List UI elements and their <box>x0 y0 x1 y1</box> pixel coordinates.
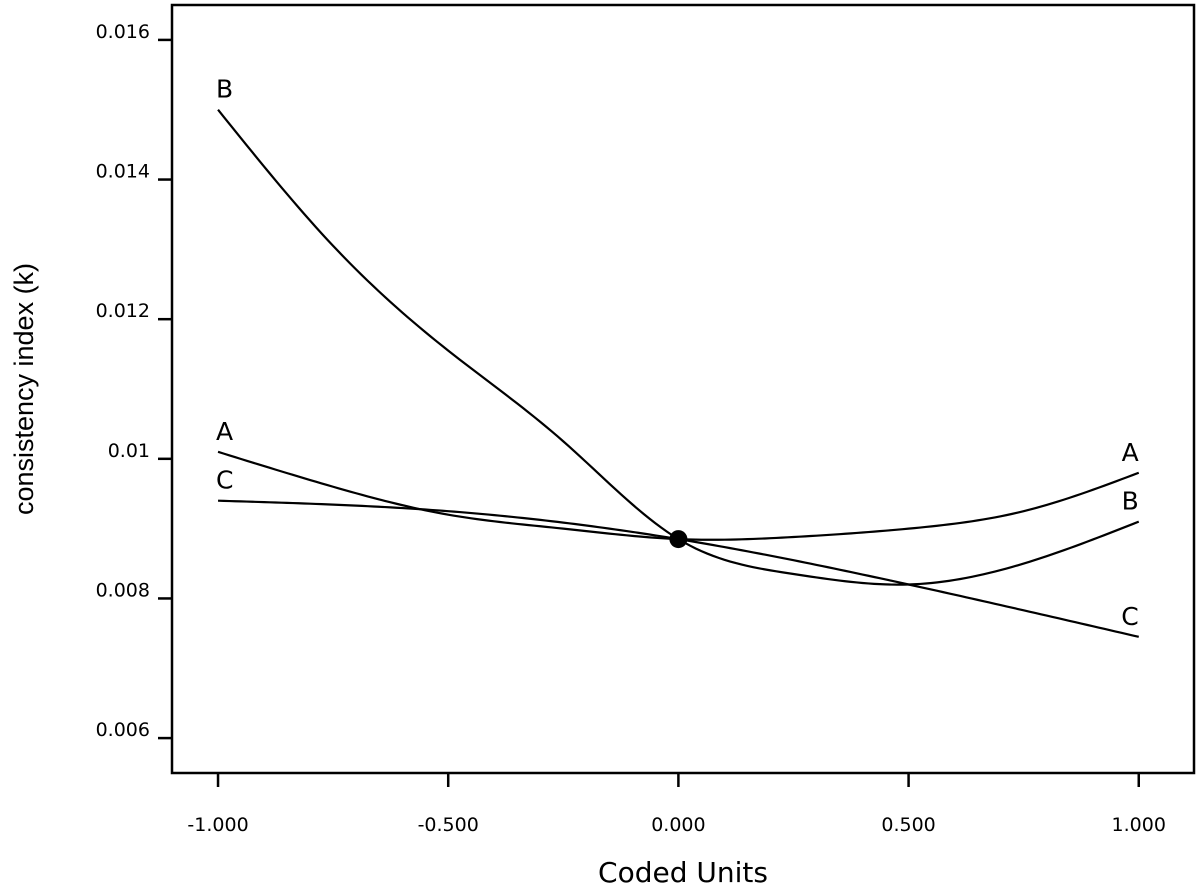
x-tick-label: 0.500 <box>881 814 935 836</box>
reference-point <box>669 530 688 549</box>
y-tick-label: 0.012 <box>96 300 150 322</box>
y-tick-label: 0.016 <box>96 21 150 43</box>
x-tick-label: -1.000 <box>187 814 248 836</box>
series-label-start: B <box>216 75 233 104</box>
x-tick-label: 1.000 <box>1112 814 1166 836</box>
series-lines <box>217 109 1140 638</box>
series-line-a <box>217 450 1140 541</box>
series-line-c <box>218 499 1140 638</box>
y-tick-label: 0.006 <box>96 719 150 741</box>
x-axis-label: Coded Units <box>598 856 768 886</box>
series-line-b <box>217 109 1140 586</box>
series-label-end: B <box>1122 487 1139 516</box>
y-tick-label: 0.008 <box>96 579 150 601</box>
y-tick-label: 0.014 <box>96 161 150 183</box>
y-axis-label: consistency index (k) <box>9 263 39 515</box>
x-tick-label: 0.000 <box>651 814 705 836</box>
plot-frame <box>170 3 1196 775</box>
x-axis: -1.000 -0.500 0.000 0.500 1.000 <box>187 773 1166 836</box>
y-axis: 0.006 0.008 0.01 0.012 0.014 0.016 <box>96 21 172 741</box>
series-label-end: C <box>1121 602 1138 631</box>
series-label-end: A <box>1122 438 1139 467</box>
x-tick-label: -0.500 <box>418 814 479 836</box>
series-label-start: C <box>216 466 233 495</box>
series-label-start: A <box>216 417 233 446</box>
y-tick-label: 0.01 <box>108 440 150 462</box>
